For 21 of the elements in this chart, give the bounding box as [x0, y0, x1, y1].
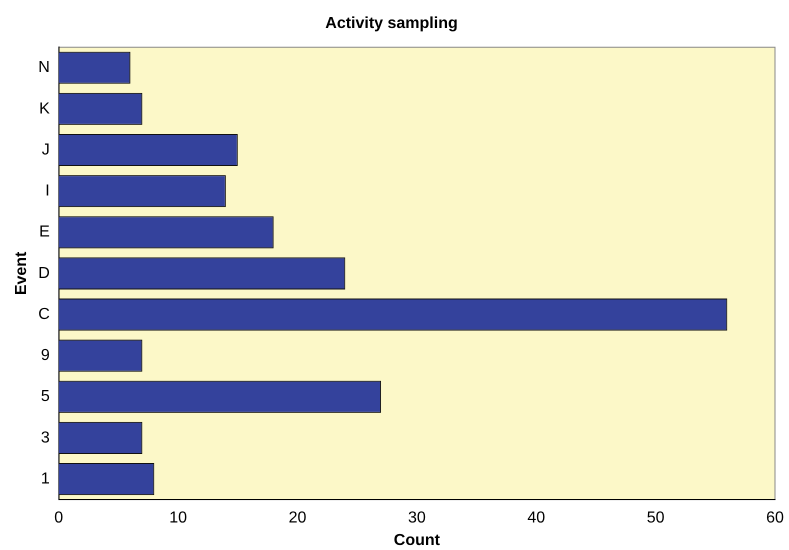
x-tick-label: 10: [169, 510, 188, 527]
y-tick-label: I: [45, 182, 50, 200]
y-tick-label: C: [38, 306, 50, 323]
y-tick-label: 1: [40, 470, 50, 488]
y-tick-label: J: [42, 141, 50, 158]
x-tick-label: 50: [646, 510, 665, 527]
y-tick-label: 9: [40, 347, 50, 364]
y-axis-title: Event: [13, 250, 30, 296]
x-tick-label: 0: [54, 510, 64, 527]
y-tick-label: 3: [40, 429, 50, 446]
y-tick-label: D: [38, 264, 50, 282]
x-tick-label: 30: [408, 510, 426, 527]
x-tick-label: 60: [766, 510, 784, 527]
y-tick-label: E: [39, 224, 50, 241]
y-tick-label: K: [39, 100, 50, 118]
x-tick-label: 20: [288, 510, 307, 527]
chart-title: Activity sampling: [325, 15, 458, 32]
y-tick-label: N: [38, 59, 50, 76]
x-axis-title: Count: [394, 532, 441, 549]
x-tick-label: 40: [527, 510, 546, 527]
y-tick-label: 5: [40, 388, 50, 406]
